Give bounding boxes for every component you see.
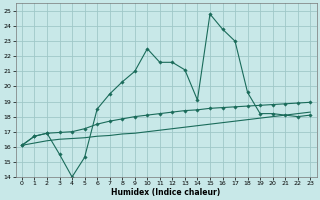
X-axis label: Humidex (Indice chaleur): Humidex (Indice chaleur) [111, 188, 221, 197]
